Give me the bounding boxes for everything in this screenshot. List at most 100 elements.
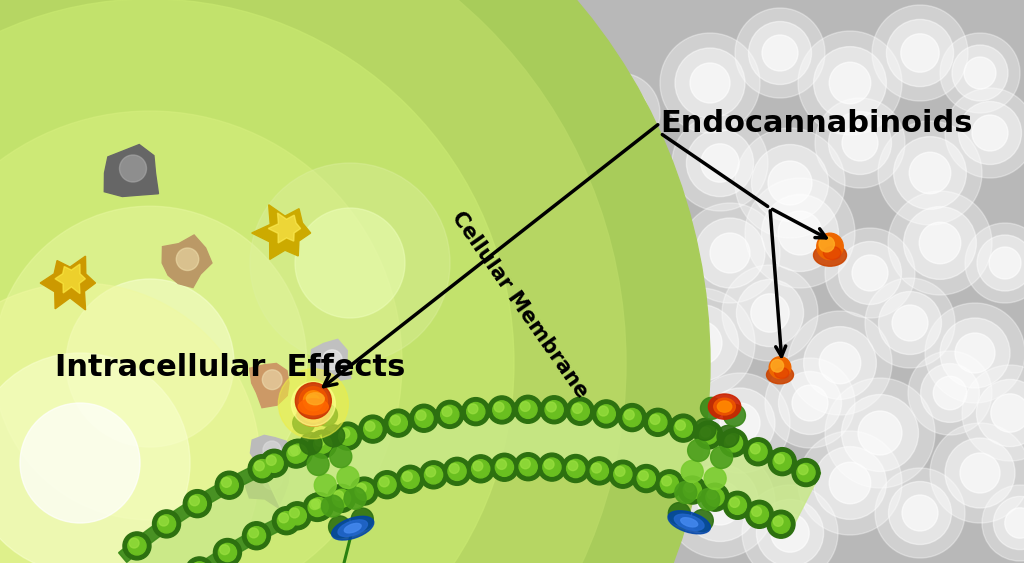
Ellipse shape (668, 511, 711, 534)
Circle shape (309, 430, 337, 458)
Ellipse shape (302, 405, 325, 422)
Circle shape (586, 457, 613, 485)
Circle shape (769, 357, 791, 378)
Circle shape (674, 419, 692, 437)
Circle shape (592, 463, 601, 473)
Circle shape (218, 543, 237, 562)
Circle shape (634, 487, 666, 519)
Circle shape (562, 454, 590, 482)
Circle shape (265, 454, 284, 472)
Circle shape (496, 458, 513, 476)
Circle shape (768, 448, 797, 476)
Circle shape (592, 85, 648, 141)
Circle shape (778, 211, 822, 255)
Circle shape (814, 47, 887, 119)
Ellipse shape (297, 401, 330, 426)
Circle shape (334, 422, 361, 450)
Text: Intracellular  Effects: Intracellular Effects (55, 354, 406, 382)
Circle shape (248, 526, 265, 545)
Circle shape (472, 460, 489, 478)
Circle shape (263, 441, 281, 459)
Ellipse shape (332, 516, 374, 540)
Circle shape (700, 144, 739, 182)
Polygon shape (162, 235, 212, 288)
Circle shape (977, 379, 1024, 446)
Circle shape (625, 348, 695, 418)
Circle shape (410, 404, 438, 432)
Circle shape (416, 410, 426, 421)
Circle shape (295, 383, 332, 419)
Circle shape (402, 472, 413, 481)
Circle shape (675, 48, 745, 118)
Circle shape (497, 459, 507, 470)
Circle shape (350, 477, 378, 505)
Circle shape (379, 477, 389, 487)
Circle shape (329, 516, 350, 538)
Circle shape (595, 158, 665, 228)
Circle shape (690, 63, 730, 103)
Circle shape (303, 493, 331, 521)
Circle shape (287, 445, 305, 463)
Circle shape (752, 145, 828, 221)
Circle shape (699, 426, 718, 444)
Circle shape (0, 0, 710, 563)
Circle shape (736, 279, 804, 347)
Circle shape (590, 462, 608, 480)
Circle shape (295, 208, 406, 318)
Circle shape (705, 388, 775, 458)
Circle shape (682, 464, 759, 542)
Circle shape (571, 402, 590, 421)
Circle shape (543, 458, 561, 476)
Circle shape (436, 400, 464, 428)
Circle shape (0, 206, 307, 520)
Circle shape (751, 505, 768, 524)
Circle shape (190, 562, 209, 563)
Circle shape (962, 365, 1024, 461)
Circle shape (874, 468, 965, 558)
Circle shape (751, 444, 760, 454)
Circle shape (120, 155, 146, 182)
Ellipse shape (774, 368, 790, 378)
Circle shape (220, 545, 229, 555)
Circle shape (176, 248, 199, 270)
Circle shape (248, 455, 276, 482)
Circle shape (330, 446, 352, 468)
Circle shape (675, 481, 696, 503)
Circle shape (339, 427, 356, 445)
Circle shape (641, 423, 699, 482)
Circle shape (894, 137, 967, 209)
Circle shape (249, 528, 259, 538)
Circle shape (655, 470, 683, 498)
Polygon shape (252, 205, 310, 260)
Circle shape (961, 453, 1000, 493)
Circle shape (767, 510, 795, 538)
Circle shape (323, 350, 342, 369)
Circle shape (735, 8, 825, 98)
Circle shape (933, 376, 967, 410)
Circle shape (473, 461, 482, 471)
Circle shape (799, 465, 808, 475)
Circle shape (879, 292, 941, 355)
Circle shape (628, 411, 712, 495)
Circle shape (726, 435, 735, 445)
Ellipse shape (306, 408, 321, 419)
Circle shape (945, 88, 1024, 178)
Text: Cellular Membrane: Cellular Membrane (447, 208, 592, 402)
Circle shape (964, 57, 996, 89)
Circle shape (519, 400, 538, 418)
Circle shape (717, 426, 739, 448)
Circle shape (185, 557, 213, 563)
Polygon shape (250, 364, 289, 408)
Ellipse shape (338, 520, 368, 537)
Circle shape (972, 115, 1008, 151)
Polygon shape (259, 403, 820, 484)
Polygon shape (251, 435, 292, 475)
Circle shape (493, 401, 511, 419)
Circle shape (649, 413, 667, 431)
Polygon shape (245, 462, 289, 508)
Circle shape (982, 485, 1024, 561)
Polygon shape (119, 441, 315, 562)
Circle shape (690, 373, 790, 473)
Circle shape (852, 255, 888, 291)
Circle shape (622, 475, 678, 531)
